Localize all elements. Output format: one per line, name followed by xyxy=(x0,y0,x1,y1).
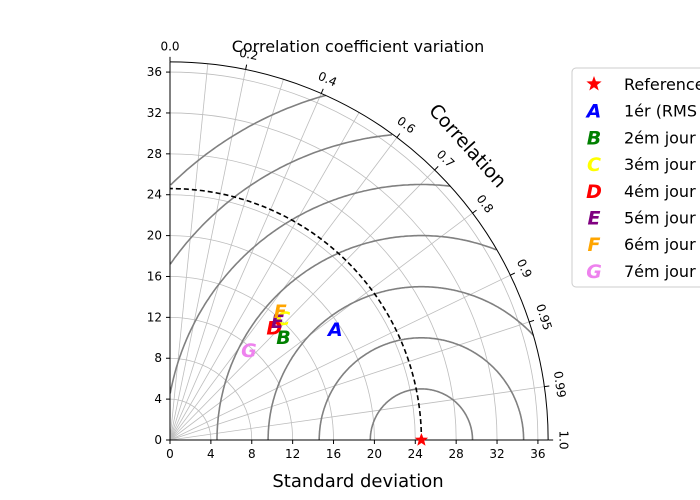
x-tick-label: 12 xyxy=(285,447,300,461)
legend: Reference A 1ér (RMS B 2ém jour C 3ém jour D 4ém… xyxy=(571,67,700,288)
std-grid-arc xyxy=(169,276,334,441)
y-tick-label: 4 xyxy=(154,392,162,406)
correlation-grid-line xyxy=(169,386,545,441)
correlation-tick-label: 0.6 xyxy=(394,114,418,137)
axes-frame xyxy=(169,61,549,441)
data-point-g: G xyxy=(241,340,257,362)
data-point-d: D xyxy=(266,318,282,340)
x-tick-label: 28 xyxy=(449,447,464,461)
legend-marker-reference xyxy=(586,76,602,91)
rms-contour xyxy=(318,336,525,440)
correlation-tick-label: 0.8 xyxy=(474,192,497,216)
correlation-tick-mark xyxy=(472,209,477,214)
rms-contours xyxy=(169,94,535,440)
y-tick-label: 8 xyxy=(154,351,162,365)
correlation-axis-label: Correlation xyxy=(424,100,510,193)
std-grid-arc xyxy=(169,398,212,441)
correlation-tick-label: 1.0 xyxy=(557,430,571,449)
legend-label: 5ém jour xyxy=(624,209,696,228)
correlation-tick-label: 0.9 xyxy=(514,257,535,280)
rms-contour xyxy=(216,234,497,440)
legend-label: 7ém jour xyxy=(624,262,696,281)
legend-label: 4ém jour xyxy=(624,182,696,201)
correlation-grid-line xyxy=(169,63,209,441)
y-tick-label: 36 xyxy=(147,65,162,79)
correlation-tick-label: 0.4 xyxy=(316,69,339,89)
correlation-grid-line xyxy=(169,169,435,441)
legend-marker: B xyxy=(587,127,601,149)
y-tick-label: 28 xyxy=(147,147,162,161)
correlation-tick-label: 0.2 xyxy=(238,46,260,64)
correlation-grid-line xyxy=(169,79,284,441)
y-tick-label: 24 xyxy=(147,188,162,202)
y-tick-label: 0 xyxy=(154,433,162,447)
correlation-tick-label: 0.95 xyxy=(533,302,555,332)
correlation-tick-mark xyxy=(320,88,324,94)
std-grid-arc xyxy=(169,153,457,441)
legend-label: 6ém jour xyxy=(624,235,696,254)
correlation-grid-line xyxy=(169,112,360,441)
x-tick-label: 24 xyxy=(408,447,423,461)
x-tick-label: 8 xyxy=(248,447,256,461)
correlation-grid-line xyxy=(169,93,322,441)
correlation-tick-label: 0.0 xyxy=(160,39,179,53)
correlation-grid-line xyxy=(169,274,511,441)
x-tick-label: 4 xyxy=(207,447,215,461)
x-axis-label: Standard deviation xyxy=(272,471,443,492)
legend-label: 3ém jour xyxy=(624,155,696,174)
grid-layer xyxy=(169,63,545,441)
rms-contour xyxy=(267,285,535,440)
legend-marker: C xyxy=(587,154,601,176)
rms-contour xyxy=(170,94,327,186)
x-tick-label: 20 xyxy=(367,447,382,461)
correlation-tick-mark xyxy=(510,272,516,276)
data-point-e: E xyxy=(271,311,284,333)
correlation-grid-line xyxy=(169,321,530,441)
outer-correlation-arc xyxy=(169,61,549,441)
axis-ticks: 00 4 4 8 8 12 12 16 16 20 20 24 24 28 28 32 32 36 36 xyxy=(147,65,546,461)
std-grid-arc xyxy=(169,235,375,441)
x-tick-label: 36 xyxy=(530,447,545,461)
reference-std-arc xyxy=(169,187,423,441)
data-point-f: F xyxy=(274,301,287,323)
chart-title: Correlation coefficient variation xyxy=(232,37,485,56)
correlation-grid-line xyxy=(169,69,247,441)
correlation-tick-mark xyxy=(434,166,439,171)
data-point-b: B xyxy=(276,327,290,349)
legend-label: 2ém jour xyxy=(624,128,696,147)
std-grid-arc xyxy=(169,112,498,441)
correlation-tick-mark xyxy=(529,319,535,323)
legend-label: 1ér (RMS xyxy=(624,102,697,121)
y-tick-label: 32 xyxy=(147,106,162,120)
correlation-tick-mark xyxy=(245,64,248,70)
y-tick-label: 20 xyxy=(147,229,162,243)
legend-box xyxy=(571,67,700,288)
x-tick-label: 32 xyxy=(489,447,504,461)
std-grid-arc xyxy=(169,194,416,441)
y-tick-label: 12 xyxy=(147,310,162,324)
rms-contour xyxy=(169,183,451,394)
x-tick-label: 16 xyxy=(326,447,341,461)
legend-items: Reference A 1ér (RMS B 2ém jour C 3ém jour D 4ém… xyxy=(585,75,700,283)
rms-contour xyxy=(369,388,474,440)
legend-marker: F xyxy=(588,234,601,256)
x-tick-label: 0 xyxy=(166,447,174,461)
legend-marker: G xyxy=(586,261,602,283)
std-grid-arc xyxy=(169,71,539,441)
legend-marker: A xyxy=(585,101,602,123)
rms-contour xyxy=(169,134,393,265)
legend-marker: D xyxy=(586,181,602,203)
reference-star-point xyxy=(414,433,429,446)
y-tick-label: 16 xyxy=(147,269,162,283)
data-point-c: C xyxy=(276,308,290,330)
correlation-tick-mark xyxy=(544,385,550,388)
legend-marker: E xyxy=(588,208,601,230)
legend-label: Reference xyxy=(624,75,700,94)
correlation-tick-label: 0.99 xyxy=(551,370,569,398)
data-point-a: A xyxy=(326,319,343,341)
correlation-tick-mark xyxy=(396,133,401,138)
